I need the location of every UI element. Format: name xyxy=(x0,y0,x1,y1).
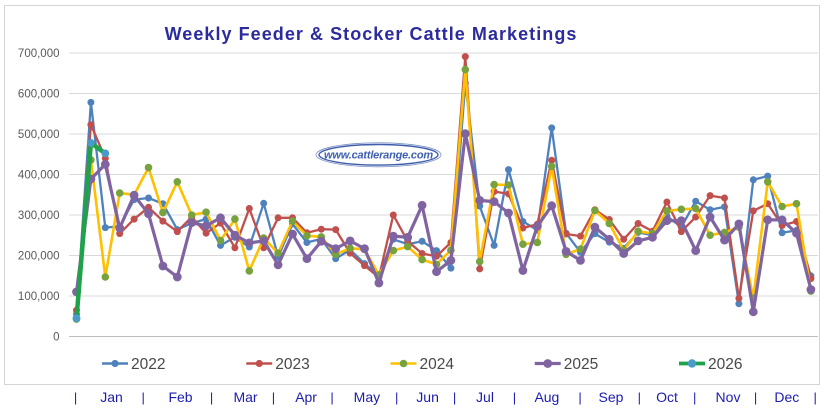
svg-text:Dec: Dec xyxy=(774,389,799,405)
svg-text:2024: 2024 xyxy=(420,356,455,373)
svg-text:2023: 2023 xyxy=(275,356,309,373)
svg-text:|: | xyxy=(814,390,817,405)
svg-text:2025: 2025 xyxy=(564,356,598,373)
svg-text:|: | xyxy=(453,390,456,405)
svg-text:500,000: 500,000 xyxy=(18,129,60,141)
svg-text:100,000: 100,000 xyxy=(18,291,60,303)
svg-text:|: | xyxy=(210,390,213,405)
svg-text:200,000: 200,000 xyxy=(18,251,60,263)
svg-text:Apr: Apr xyxy=(295,389,317,405)
svg-text:|: | xyxy=(74,390,77,405)
svg-text:|: | xyxy=(330,390,333,405)
svg-text:|: | xyxy=(693,390,696,405)
svg-text:Jul: Jul xyxy=(476,389,494,405)
svg-text:|: | xyxy=(272,390,275,405)
svg-text:Jun: Jun xyxy=(416,389,439,405)
svg-text:Feb: Feb xyxy=(168,389,192,405)
svg-text:|: | xyxy=(142,390,145,405)
svg-text:www.cattlerange.com: www.cattlerange.com xyxy=(324,150,433,162)
svg-text:0: 0 xyxy=(53,332,59,344)
svg-text:Jan: Jan xyxy=(100,389,123,405)
svg-text:2022: 2022 xyxy=(131,356,165,373)
svg-text:Sep: Sep xyxy=(599,389,624,405)
svg-text:May: May xyxy=(354,389,380,405)
svg-text:Nov: Nov xyxy=(716,389,741,405)
svg-text:|: | xyxy=(395,390,398,405)
svg-text:Weekly Feeder & Stocker Cattle: Weekly Feeder & Stocker Cattle Marketing… xyxy=(165,24,578,44)
svg-text:Mar: Mar xyxy=(233,389,257,405)
svg-text:Aug: Aug xyxy=(534,389,559,405)
svg-text:700,000: 700,000 xyxy=(18,48,60,60)
svg-text:|: | xyxy=(638,390,641,405)
svg-text:2026: 2026 xyxy=(708,356,742,373)
svg-text:|: | xyxy=(754,390,757,405)
svg-text:600,000: 600,000 xyxy=(18,89,60,101)
svg-text:400,000: 400,000 xyxy=(18,170,60,182)
svg-text:Oct: Oct xyxy=(656,389,678,405)
svg-text:|: | xyxy=(513,390,516,405)
svg-text:|: | xyxy=(578,390,581,405)
svg-text:300,000: 300,000 xyxy=(18,210,60,222)
